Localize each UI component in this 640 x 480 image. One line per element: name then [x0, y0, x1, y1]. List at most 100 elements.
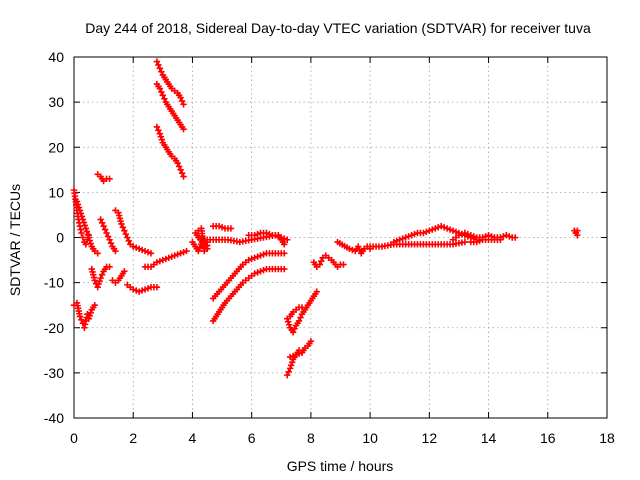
data-point: [178, 97, 186, 105]
data-point: [449, 227, 457, 234]
data-point: [455, 232, 463, 239]
x-tick-label: 12: [422, 430, 438, 446]
data-point: [159, 256, 167, 264]
data-point: [284, 371, 291, 379]
series-track-d: [97, 216, 119, 255]
series-early-low: [70, 299, 98, 331]
data-point: [130, 243, 137, 250]
data-point: [512, 234, 519, 241]
data-point: [461, 238, 469, 246]
x-tick-label: 16: [540, 430, 556, 446]
data-point: [80, 219, 88, 226]
data-point: [103, 229, 110, 237]
series-high-arc-2: [153, 80, 187, 133]
data-point: [390, 238, 397, 246]
data-point: [257, 252, 264, 259]
data-point: [158, 136, 166, 143]
data-point: [245, 256, 252, 264]
data-point: [87, 240, 94, 247]
data-point: [101, 226, 109, 233]
data-point: [260, 251, 267, 258]
data-point: [284, 318, 292, 325]
data-point: [156, 130, 164, 137]
data-point: [402, 234, 409, 241]
data-point: [165, 254, 172, 262]
data-point: [196, 244, 204, 251]
data-point: [162, 255, 169, 263]
x-tick-label: 8: [307, 430, 315, 446]
data-point: [74, 201, 82, 208]
series-track-9: [334, 238, 374, 257]
series-upper-arc-6: [245, 229, 288, 248]
data-point: [155, 127, 162, 134]
data-point: [281, 235, 288, 242]
data-point: [464, 230, 472, 238]
data-point: [437, 223, 445, 230]
data-point: [295, 350, 303, 357]
y-tick-label: 40: [48, 49, 64, 65]
data-point: [452, 228, 460, 236]
data-point: [289, 352, 297, 360]
data-point: [446, 226, 454, 233]
y-tick-label: 0: [56, 230, 64, 246]
series-tail-13b: [467, 236, 504, 246]
data-point: [297, 314, 304, 321]
data-point: [177, 250, 184, 257]
data-point: [295, 317, 303, 325]
series-track-g: [124, 281, 161, 295]
data-point: [153, 259, 161, 266]
data-point: [75, 204, 83, 211]
data-point: [183, 247, 190, 255]
data-point: [420, 229, 427, 237]
data-point: [257, 268, 264, 275]
data-point: [260, 267, 267, 274]
data-point: [408, 232, 415, 239]
data-point: [313, 288, 321, 295]
data-point: [98, 219, 106, 227]
data-point: [82, 225, 90, 232]
data-point: [201, 247, 208, 255]
data-point: [286, 353, 294, 361]
data-point: [349, 246, 356, 254]
data-point: [98, 271, 106, 278]
data-point: [85, 234, 93, 241]
data-point: [285, 321, 293, 328]
data-point: [405, 233, 412, 240]
data-point: [119, 224, 127, 231]
data-point: [281, 241, 288, 248]
data-point: [285, 368, 292, 375]
data-point: [106, 263, 113, 271]
data-point: [281, 250, 288, 257]
data-point: [174, 251, 181, 258]
data-point: [161, 95, 168, 102]
data-point: [135, 288, 143, 295]
data-point: [78, 229, 85, 237]
data-point: [124, 234, 131, 241]
chart-title: Day 244 of 2018, Sidereal Day-to-day VTE…: [85, 20, 591, 36]
data-point: [121, 227, 128, 234]
data-point: [291, 325, 298, 333]
series-dip-7: [284, 288, 321, 336]
data-point: [227, 225, 235, 232]
data-point: [218, 224, 226, 231]
data-point: [476, 237, 483, 245]
data-point: [85, 315, 93, 322]
x-axis-label: GPS time / hours: [287, 458, 394, 474]
data-point: [130, 286, 137, 293]
series-track-c: [94, 171, 113, 185]
data-point: [112, 247, 119, 255]
y-tick-label: -10: [44, 275, 64, 291]
data-point: [426, 227, 433, 234]
data-point: [83, 228, 91, 235]
y-tick-label: 30: [48, 94, 64, 110]
data-point: [195, 247, 202, 255]
grid-lines: [74, 57, 607, 418]
data-point: [177, 166, 184, 174]
data-point: [497, 236, 504, 243]
data-point: [156, 85, 164, 92]
data-point: [121, 268, 128, 275]
data-point: [79, 216, 87, 223]
series-track-e: [109, 268, 128, 286]
data-point: [171, 252, 178, 259]
data-point: [158, 88, 165, 96]
